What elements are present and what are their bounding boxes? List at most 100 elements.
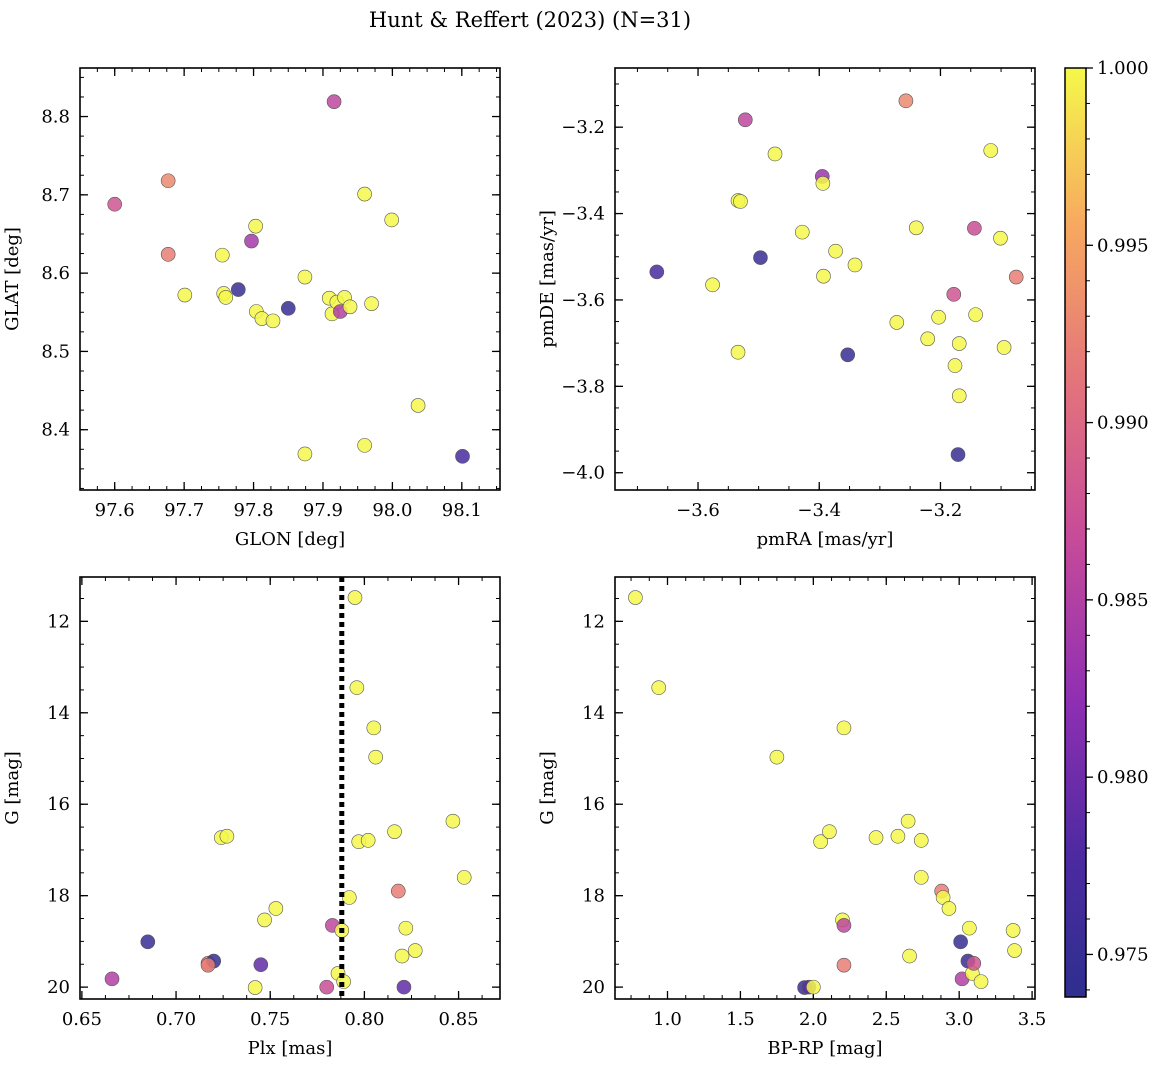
y-tick-label: 18 (582, 886, 605, 907)
scatter-point (738, 112, 753, 128)
plot-frame (614, 67, 1036, 491)
scatter-point (215, 247, 230, 263)
scatter-point (160, 247, 176, 262)
scatter-point (946, 287, 962, 302)
scatter-point (822, 824, 837, 839)
scatter-point (868, 830, 884, 845)
scatter-points (649, 93, 1024, 462)
colorbar-tick-label: 0.985 (1097, 590, 1149, 611)
scatter-point (767, 146, 783, 162)
scatter-point (794, 224, 810, 240)
scatter-point (219, 828, 235, 844)
y-tick-label: 8.8 (41, 107, 70, 128)
scatter-point (733, 194, 748, 209)
scatter-point (244, 233, 259, 249)
x-tick-label: 0.80 (344, 1009, 384, 1030)
scatter-point (836, 720, 852, 736)
colorbar-tick-label: 0.975 (1097, 944, 1149, 965)
x-axis-label: pmRA [mas/yr] (757, 529, 894, 550)
scatter-point (920, 331, 936, 347)
y-tick-label: 20 (582, 977, 605, 998)
scatter-point (769, 749, 785, 765)
colorbar-tick-label: 1.000 (1097, 58, 1149, 79)
x-tick-label: 0.75 (250, 1009, 290, 1030)
scatter-point (360, 833, 376, 848)
scatter-point (384, 212, 400, 228)
scatter-point (951, 336, 967, 351)
scatter-point (160, 173, 176, 189)
panel-1: 97.6 97.7 97.8 97.9 98.0 98.1 8.4 8.5 8.6 8.7 8.8 G… (2, 67, 501, 550)
scatter-point (1005, 923, 1021, 938)
scatter-point (248, 218, 263, 234)
y-axis-label: pmDE [mas/yr] (537, 210, 558, 348)
x-tick-label: 3.0 (945, 1009, 974, 1030)
scatter-point (253, 957, 269, 973)
scatter-point (973, 974, 989, 989)
scatter-point (364, 296, 379, 311)
x-axis-label: GLON [deg] (235, 529, 345, 550)
x-tick-label: 97.7 (164, 500, 204, 521)
y-tick-label: 8.7 (41, 185, 70, 206)
y-tick-label: 8.6 (41, 263, 70, 284)
x-tick-label: 3.5 (1018, 1009, 1047, 1030)
plot-frame (79, 576, 501, 1000)
scatter-point (297, 269, 313, 285)
colorbar: 0.975 0.980 0.985 0.990 0.995 1.000 (1064, 58, 1149, 998)
scatter-point (983, 143, 999, 158)
scatter-point (651, 680, 667, 695)
scatter-point (319, 979, 335, 995)
y-tick-label: −3.8 (561, 376, 605, 397)
x-axis-label: BP-RP [mag] (767, 1038, 882, 1059)
x-tick-label: 0.85 (439, 1009, 479, 1030)
scatter-point (398, 920, 414, 936)
scatter-point (387, 824, 402, 839)
x-tick-label: 97.9 (303, 500, 343, 521)
y-tick-label: −3.2 (561, 117, 605, 138)
panel-4: 1.0 1.5 2.0 2.5 3.0 3.5 12 14 16 18 20 BP-RP [mag] G… (537, 576, 1047, 1059)
scatter-point (840, 347, 856, 363)
scatter-point (366, 720, 382, 736)
scatter-point (396, 979, 412, 995)
plot-frame (614, 576, 1036, 1000)
scatter-point (347, 590, 363, 605)
scatter-point (628, 590, 643, 605)
scatter-point (947, 358, 963, 373)
panels: 97.6 97.7 97.8 97.9 98.0 98.1 8.4 8.5 8.6 8.7 8.8 G… (2, 67, 1047, 1059)
scatter-point (806, 979, 821, 995)
scatter-point (357, 438, 372, 453)
y-tick-label: −3.6 (561, 290, 605, 311)
scatter-point (368, 749, 383, 765)
colorbar-tick-label: 0.980 (1097, 767, 1149, 788)
scatter-point (342, 299, 358, 315)
x-tick-label: 2.5 (872, 1009, 901, 1030)
scatter-point (107, 196, 123, 212)
y-axis-label: G [mag] (537, 751, 558, 824)
scatter-point (218, 290, 234, 305)
scatter-point (265, 313, 281, 329)
scatter-point (140, 934, 156, 950)
scatter-point (342, 890, 357, 905)
x-tick-label: 2.0 (799, 1009, 828, 1030)
scatter-point (836, 957, 852, 973)
x-tick-label: 1.0 (653, 1009, 682, 1030)
scatter-point (730, 344, 746, 360)
scatter-point (230, 282, 246, 297)
panel-3: 0.65 0.70 0.75 0.80 0.85 12 14 16 18 20 Plx [mas] G… (2, 576, 501, 1059)
colorbar-tick-label: 0.990 (1097, 413, 1149, 434)
y-tick-label: 12 (582, 611, 605, 632)
scatter-point (816, 268, 831, 284)
scatter-point (649, 264, 665, 280)
scatter-point (357, 186, 372, 202)
y-tick-label: 14 (47, 703, 70, 724)
scatter-point (967, 220, 982, 236)
scatter-point (705, 277, 720, 293)
x-tick-label: 98.1 (442, 500, 482, 521)
scatter-point (836, 918, 852, 933)
y-tick-label: 8.5 (41, 341, 70, 362)
scatter-point (898, 93, 914, 109)
x-tick-label: 0.65 (62, 1009, 102, 1030)
x-tick-label: −3.6 (676, 500, 720, 521)
y-tick-label: 14 (582, 703, 605, 724)
scatter-points (628, 590, 1022, 995)
x-tick-label: 1.5 (726, 1009, 755, 1030)
